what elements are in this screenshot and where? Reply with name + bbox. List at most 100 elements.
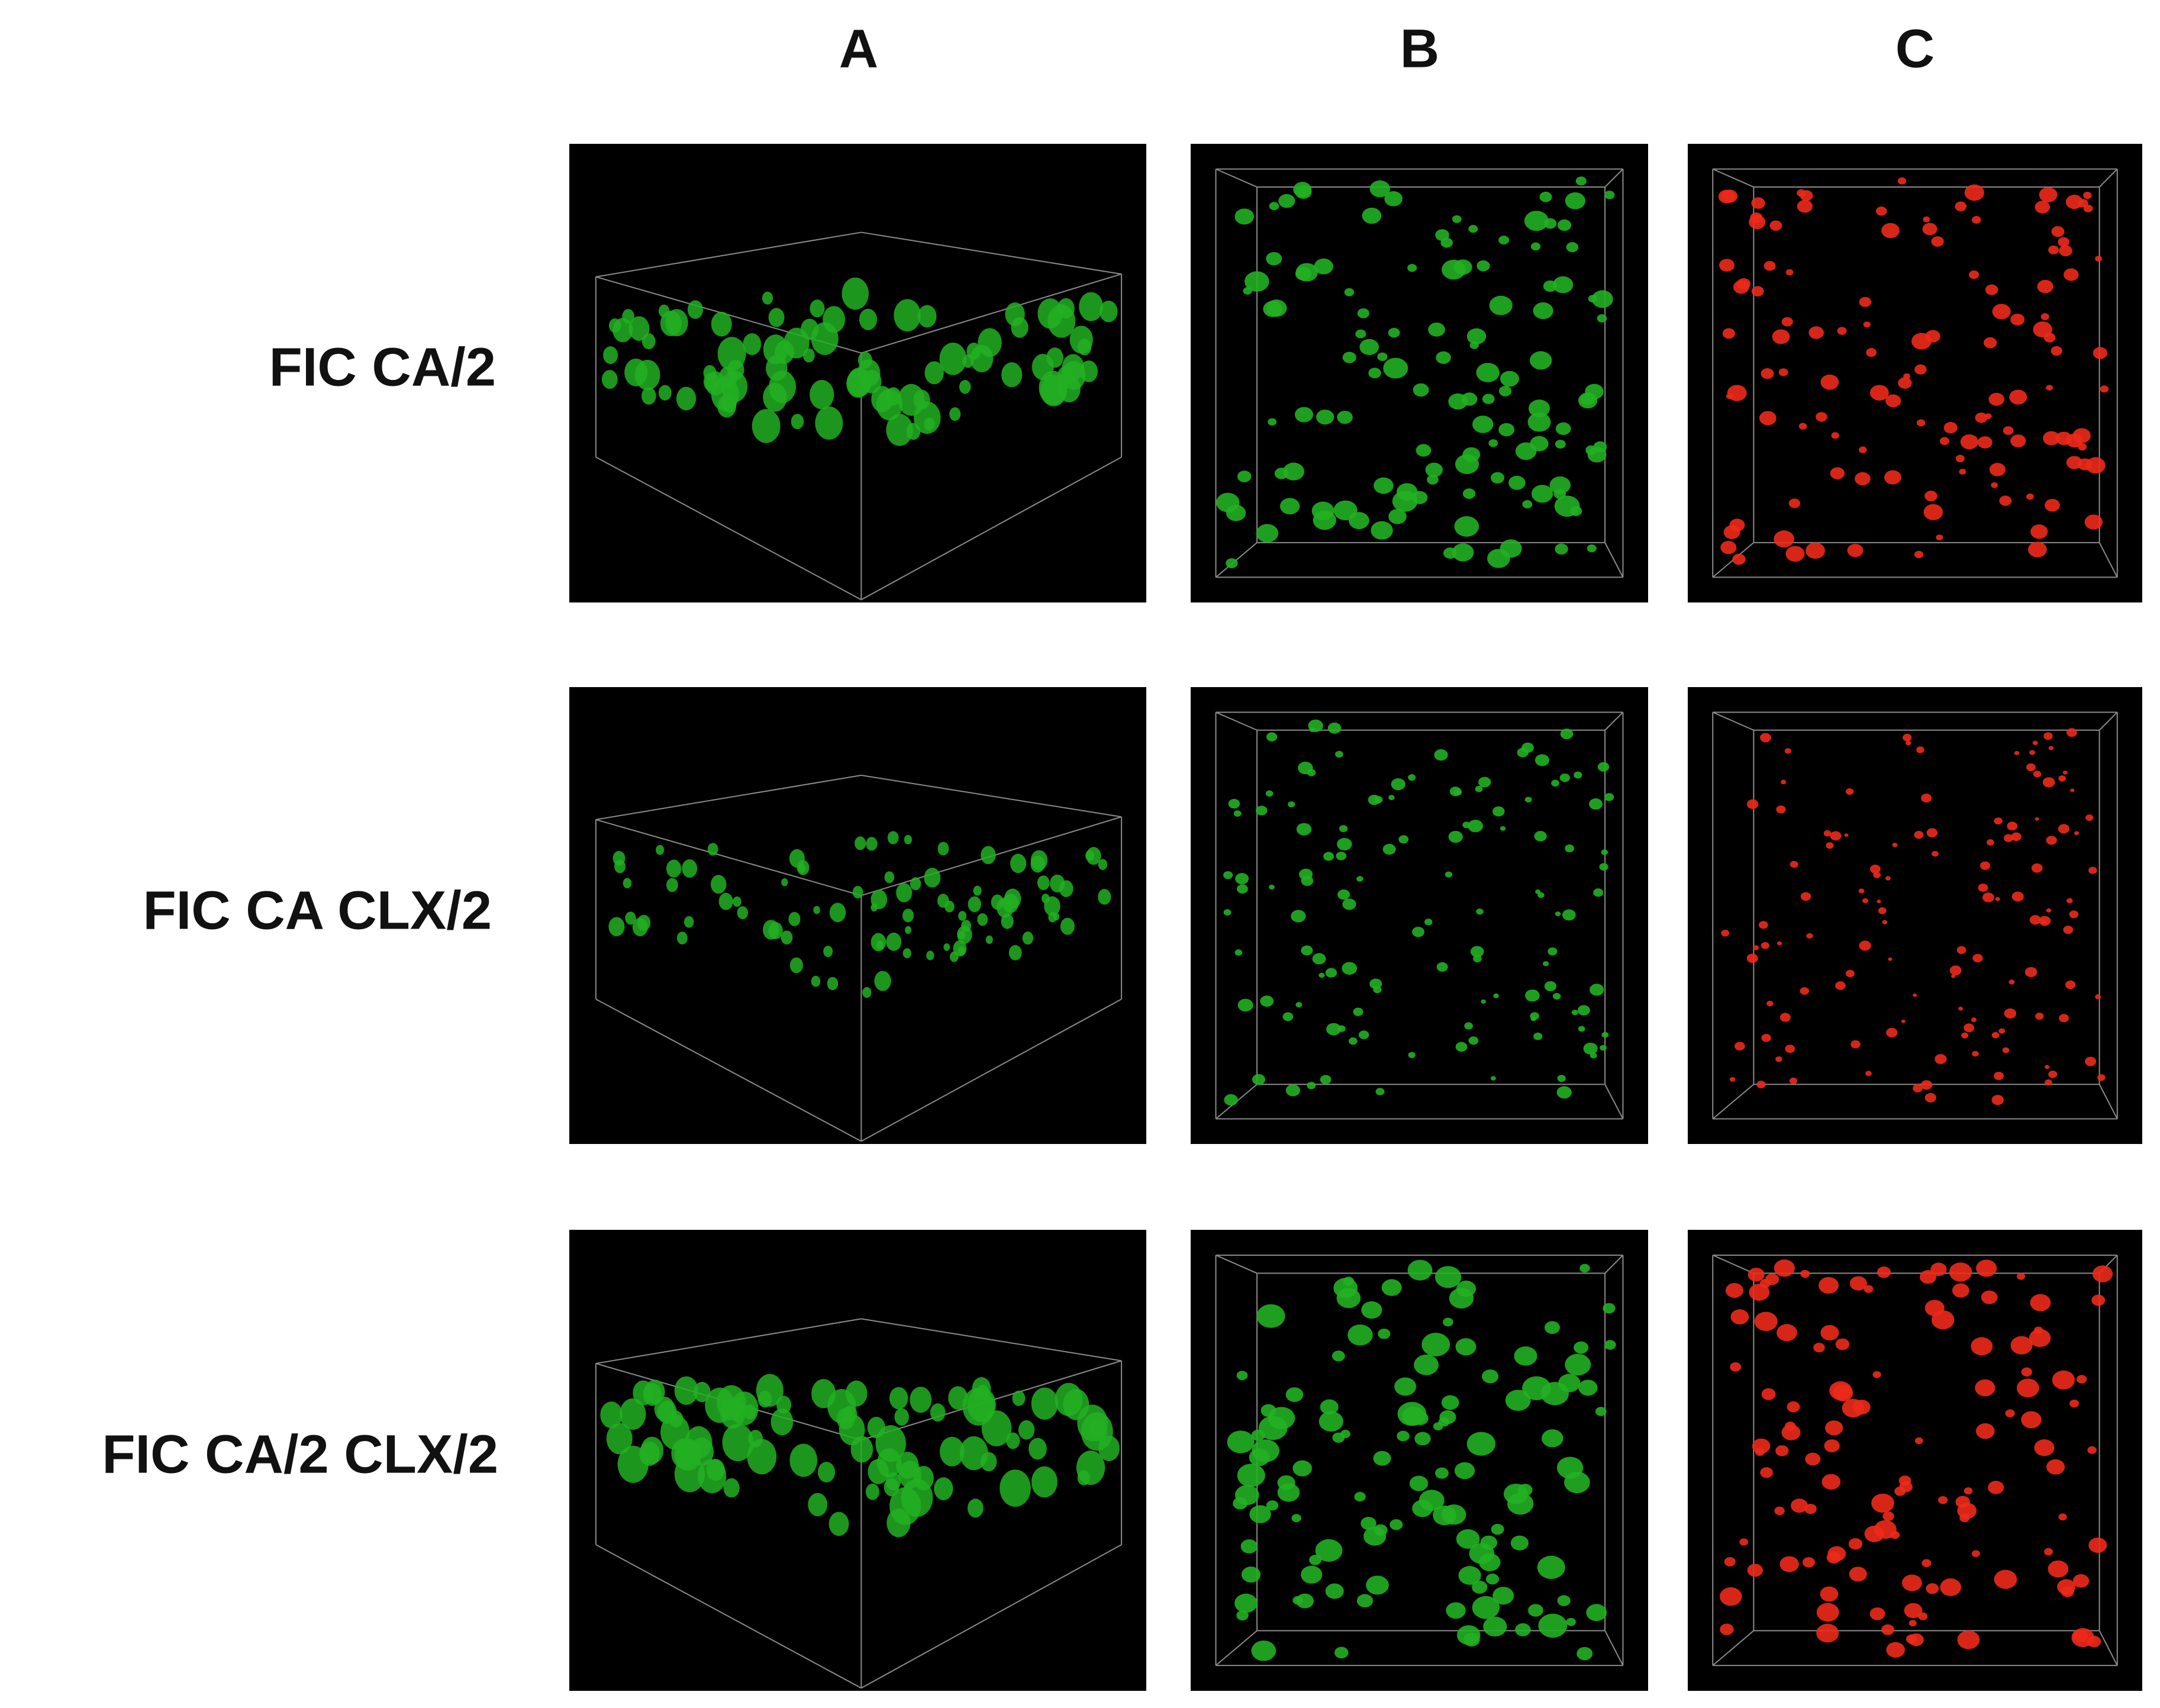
cell-cluster: [693, 1381, 711, 1403]
cell-cluster: [811, 975, 821, 987]
cell-cluster: [859, 308, 878, 330]
cell-cluster: [1394, 1377, 1417, 1396]
cell-cluster: [1448, 830, 1463, 843]
cell-cluster: [1784, 748, 1791, 754]
cell-cluster: [634, 359, 660, 391]
cell-cluster: [1542, 961, 1549, 966]
cell-cluster: [1901, 1574, 1922, 1591]
cell-cluster: [1241, 1567, 1261, 1583]
cell-cluster: [1845, 788, 1854, 795]
cell-cluster: [1583, 1042, 1598, 1055]
cell-cluster: [904, 926, 912, 934]
cell-cluster: [885, 1472, 901, 1491]
cell-cluster: [1761, 368, 1774, 379]
cell-cluster: [1956, 946, 1966, 954]
cell-cluster: [658, 385, 672, 401]
cell-cluster: [628, 316, 650, 341]
cell-cluster: [1952, 1283, 1969, 1298]
cell-cluster: [1913, 993, 1917, 997]
cell-cluster: [2069, 910, 2079, 919]
cell-cluster: [1560, 729, 1574, 740]
cell-cluster: [1265, 790, 1274, 797]
cell-cluster: [1604, 792, 1614, 801]
cell-cluster: [1924, 1093, 1936, 1103]
cell-cluster: [1760, 1467, 1773, 1478]
cell-cluster: [1720, 540, 1737, 555]
cell-cluster: [1320, 1399, 1339, 1415]
cell-cluster: [1533, 1032, 1543, 1040]
cell-cluster: [1749, 1284, 1770, 1301]
cell-cluster: [1847, 543, 1864, 557]
cell-cluster: [1256, 1304, 1285, 1328]
cell-cluster: [1454, 516, 1479, 537]
cell-cluster: [1577, 1646, 1593, 1661]
cell-cluster: [1914, 1437, 1923, 1445]
cell-cluster: [1911, 333, 1932, 350]
cell-cluster: [747, 1439, 777, 1475]
cell-cluster: [620, 1398, 646, 1430]
cell-cluster: [1820, 374, 1839, 390]
cell-cluster: [1844, 833, 1849, 837]
cell-cluster: [949, 407, 961, 421]
cell-cluster: [2087, 1636, 2101, 1648]
cell-cluster: [1046, 347, 1063, 368]
cell-cluster: [939, 342, 967, 375]
cell-cluster: [1098, 859, 1108, 870]
cell-cluster: [978, 328, 1002, 357]
cell-cluster: [1313, 510, 1337, 530]
cell-cluster: [1500, 826, 1506, 831]
cell-cluster: [1722, 328, 1735, 339]
cell-cluster: [981, 846, 996, 865]
cell-cluster: [1402, 1406, 1425, 1426]
cell-cluster: [828, 1512, 849, 1536]
cell-cluster: [1785, 1045, 1795, 1053]
cell-cluster: [1441, 1395, 1459, 1410]
cell-cluster: [855, 836, 866, 850]
cell-cluster: [1983, 337, 1997, 349]
cell-cluster: [1456, 1529, 1480, 1549]
cell-cluster: [2058, 824, 2069, 834]
cell-cluster: [1937, 1496, 1948, 1504]
cell-cluster: [1337, 411, 1353, 424]
cell-cluster: [1407, 1259, 1433, 1281]
cell-cluster: [1098, 1435, 1120, 1461]
cell-cluster: [1747, 1564, 1763, 1577]
cell-cluster: [1226, 558, 1238, 569]
cell-cluster: [1772, 329, 1790, 344]
cell-cluster: [2014, 750, 2020, 756]
cell-cluster: [1377, 352, 1388, 362]
cell-cluster: [1914, 830, 1924, 839]
cell-cluster: [1468, 225, 1478, 233]
cell-cluster: [1293, 182, 1312, 198]
cell-cluster: [1914, 364, 1927, 375]
cell-cluster: [1223, 909, 1231, 916]
wireframe-line: [860, 998, 1122, 1142]
cell-cluster: [687, 300, 703, 319]
cell-cluster: [2088, 866, 2097, 874]
cell-cluster: [1498, 386, 1512, 397]
cell-cluster: [1819, 1277, 1839, 1294]
cell-cluster: [1949, 965, 1962, 975]
cell-cluster: [1564, 1471, 1590, 1493]
cell-cluster: [1730, 1309, 1749, 1324]
cell-cluster: [1752, 945, 1759, 950]
cell-cluster: [1425, 462, 1443, 478]
cell-cluster: [958, 911, 967, 921]
cell-cluster: [1436, 962, 1448, 972]
cell-cluster: [1237, 470, 1252, 482]
cell-cluster: [1488, 439, 1498, 447]
cell-cluster: [1835, 981, 1846, 990]
cell-cluster: [934, 1477, 953, 1500]
cell-cluster: [1726, 393, 1733, 399]
cell-cluster: [1481, 999, 1486, 1004]
cell-cluster: [1877, 900, 1881, 903]
cell-cluster: [1820, 1324, 1839, 1340]
cell-cluster: [2005, 1409, 2015, 1417]
cell-cluster: [1455, 454, 1479, 475]
cell-cluster: [1268, 418, 1277, 426]
cell-cluster: [684, 916, 694, 928]
cell-cluster: [1237, 998, 1253, 1012]
cell-cluster: [1787, 1401, 1800, 1413]
cell-cluster: [1356, 876, 1363, 882]
cell-cluster: [917, 305, 937, 328]
